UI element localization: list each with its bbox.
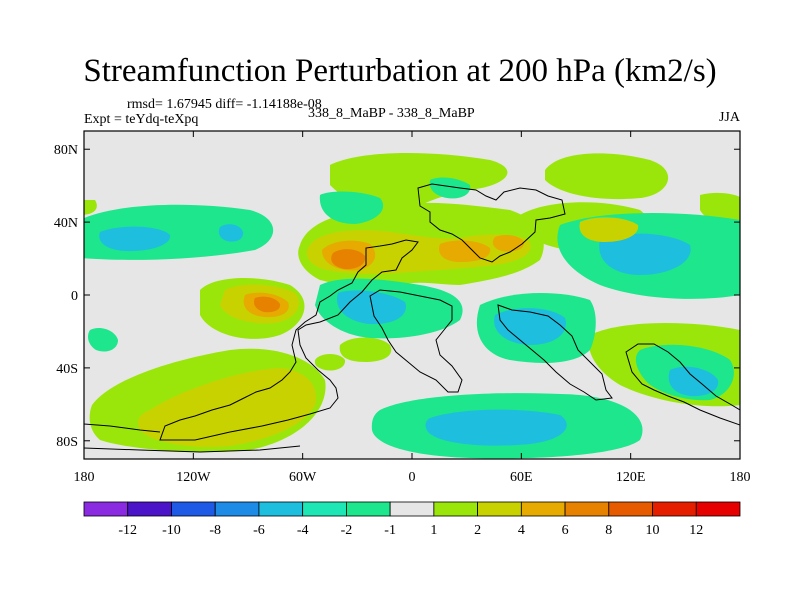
x-tick-label: 180 <box>730 470 751 485</box>
colorbar-swatch <box>695 501 741 517</box>
indian-basin-coastline <box>497 304 613 401</box>
coastlines <box>84 183 740 453</box>
africa-coastline <box>369 289 463 393</box>
colorbar-swatch <box>389 501 435 517</box>
colorbar-swatch <box>258 501 304 517</box>
colorbar-label: -6 <box>253 523 265 538</box>
colorbar-swatch <box>302 501 347 517</box>
y-tick-label: 40S <box>56 362 78 377</box>
y-tick-label: 40N <box>54 216 78 231</box>
x-tick-label: 180 <box>74 470 95 485</box>
colorbar-swatch <box>477 501 522 517</box>
colorbar-label: -12 <box>118 523 137 538</box>
colorbar-label: 12 <box>689 523 703 538</box>
americas-coastline <box>159 239 419 441</box>
colorbar-label: 2 <box>474 523 481 538</box>
x-tick-label: 60W <box>289 470 317 485</box>
colorbar-swatch <box>83 501 129 517</box>
colorbar-label: 8 <box>605 523 612 538</box>
colorbar-label: -8 <box>209 523 221 538</box>
x-tick-label: 60E <box>510 470 533 485</box>
colorbar-swatch <box>345 501 391 517</box>
colorbar: -12 -10 -8 -6 -4 -2 -1 1 2 4 6 8 10 12 <box>83 501 741 538</box>
season-label: JJA <box>718 110 740 125</box>
colorbar-label: -4 <box>297 523 309 538</box>
colorbar-swatch <box>127 501 172 517</box>
colorbar-label: 10 <box>646 523 660 538</box>
positive-level-4-regions <box>254 249 366 313</box>
x-tick-label: 0 <box>409 470 416 485</box>
x-tick-label: 120W <box>176 470 211 485</box>
antarctic-coastline <box>84 423 301 453</box>
colorbar-label: 4 <box>518 523 525 538</box>
experiment-label: Expt = teYdq-teXpq <box>84 112 199 127</box>
australia-coastline <box>625 343 740 426</box>
case-label: 338_8_MaBP - 338_8_MaBP <box>308 106 475 121</box>
colorbar-label: -2 <box>341 523 353 538</box>
y-tick-label: 0 <box>71 289 78 304</box>
colorbar-label: -1 <box>384 523 396 538</box>
contour-field <box>84 131 740 459</box>
colorbar-swatch <box>433 501 479 517</box>
colorbar-swatch <box>608 501 653 517</box>
eurasia-north-coastline <box>417 183 566 263</box>
colorbar-swatch <box>564 501 610 517</box>
rmsd-diff-stats: rmsd= 1.67945 diff= -1.14188e-08 <box>127 97 322 112</box>
x-tick-label: 120E <box>616 470 646 485</box>
x-axis: 180 120W 60W 0 60E 120E 180 <box>74 131 751 485</box>
colorbar-label: 6 <box>562 523 569 538</box>
colorbar-swatch <box>214 501 260 517</box>
y-axis: 80N 40N 0 40S 80S <box>54 143 740 450</box>
y-tick-label: 80S <box>56 435 78 450</box>
colorbar-label: -10 <box>162 523 181 538</box>
colorbar-swatch <box>652 501 697 517</box>
colorbar-label: 1 <box>430 523 437 538</box>
colorbar-swatch <box>171 501 216 517</box>
colorbar-swatch <box>520 501 566 517</box>
y-tick-label: 80N <box>54 143 78 158</box>
page-title: Streamfunction Perturbation at 200 hPa (… <box>83 53 717 89</box>
